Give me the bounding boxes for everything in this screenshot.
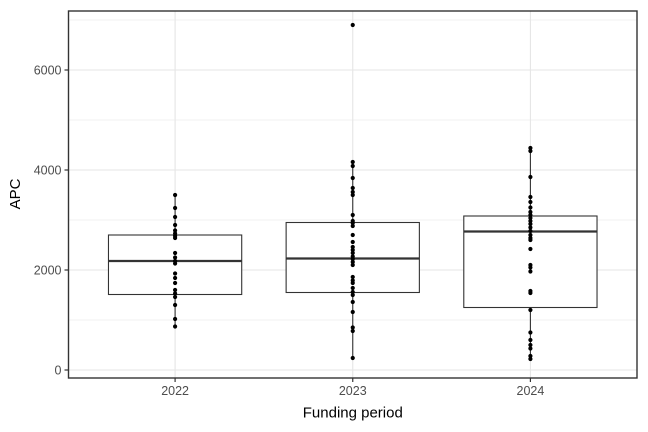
data-point bbox=[350, 309, 355, 315]
data-point bbox=[172, 222, 178, 228]
data-point bbox=[528, 225, 533, 230]
data-point bbox=[528, 218, 533, 224]
data-point bbox=[172, 291, 178, 296]
data-point bbox=[528, 209, 533, 215]
data-point bbox=[172, 294, 178, 300]
data-point bbox=[528, 194, 533, 200]
data-point bbox=[172, 287, 178, 293]
data-point bbox=[350, 185, 355, 191]
data-point bbox=[172, 192, 178, 198]
points-layer bbox=[172, 22, 533, 362]
data-point bbox=[172, 228, 178, 233]
x-tick-label: 2024 bbox=[517, 384, 545, 398]
data-point bbox=[528, 346, 533, 351]
data-point bbox=[528, 353, 533, 359]
data-point bbox=[172, 316, 178, 322]
data-point bbox=[528, 199, 533, 205]
y-tick-label: 2000 bbox=[34, 263, 62, 277]
data-point bbox=[350, 280, 355, 286]
data-point bbox=[350, 250, 355, 256]
data-point bbox=[528, 246, 533, 252]
data-point bbox=[350, 163, 355, 169]
data-point bbox=[528, 237, 533, 243]
data-point bbox=[172, 271, 178, 276]
axis-layer: 0 2000 4000 6000 2022 2023 2024 bbox=[34, 63, 545, 398]
data-point bbox=[350, 285, 355, 291]
data-point bbox=[528, 174, 533, 180]
x-axis-title: Funding period bbox=[303, 405, 403, 422]
y-tick-label: 6000 bbox=[34, 63, 62, 77]
data-point bbox=[350, 289, 355, 295]
data-point bbox=[528, 228, 533, 234]
data-point bbox=[528, 337, 533, 343]
data-point bbox=[350, 292, 355, 298]
data-point bbox=[528, 205, 533, 210]
data-point bbox=[350, 325, 355, 330]
data-point bbox=[528, 290, 533, 296]
y-axis-title: APC bbox=[7, 178, 24, 209]
data-point bbox=[528, 232, 533, 238]
data-point bbox=[528, 221, 533, 227]
data-point bbox=[528, 330, 533, 335]
data-point bbox=[350, 220, 355, 226]
y-tick-label: 0 bbox=[55, 363, 62, 377]
data-point bbox=[528, 215, 533, 221]
data-point bbox=[172, 205, 178, 211]
data-point bbox=[350, 262, 355, 268]
data-point bbox=[350, 189, 355, 195]
data-point bbox=[172, 302, 178, 308]
data-point bbox=[350, 239, 355, 245]
data-point bbox=[350, 247, 355, 253]
data-point bbox=[350, 274, 355, 280]
data-point bbox=[350, 256, 355, 262]
data-point bbox=[172, 214, 178, 220]
data-point bbox=[528, 342, 533, 348]
data-point bbox=[350, 175, 355, 181]
data-point bbox=[172, 261, 178, 266]
data-point bbox=[350, 22, 355, 28]
data-point bbox=[528, 145, 533, 151]
x-tick-label: 2022 bbox=[161, 384, 189, 398]
data-point bbox=[350, 259, 355, 265]
data-point bbox=[172, 255, 178, 260]
x-tick-label: 2023 bbox=[339, 384, 367, 398]
data-point bbox=[350, 223, 355, 229]
data-point bbox=[350, 299, 355, 305]
data-point bbox=[528, 307, 533, 313]
data-point bbox=[350, 328, 355, 334]
y-tick-label: 4000 bbox=[34, 163, 62, 177]
data-point bbox=[172, 324, 178, 329]
data-point bbox=[528, 212, 533, 218]
data-point bbox=[172, 250, 178, 256]
data-point bbox=[528, 269, 533, 274]
data-point bbox=[528, 265, 533, 270]
data-point bbox=[528, 356, 533, 362]
data-point bbox=[350, 212, 355, 218]
data-point bbox=[528, 148, 533, 154]
data-point bbox=[172, 235, 178, 241]
data-point bbox=[172, 275, 178, 281]
data-point bbox=[350, 244, 355, 250]
data-point bbox=[172, 280, 178, 286]
data-point bbox=[350, 192, 355, 198]
data-point bbox=[350, 159, 355, 165]
data-point bbox=[350, 232, 355, 238]
data-point bbox=[350, 355, 355, 361]
